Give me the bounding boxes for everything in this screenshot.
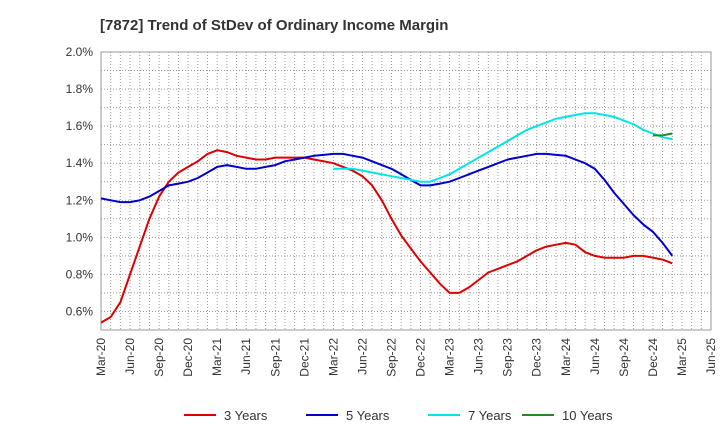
x-tick-label: Mar-25 [675, 338, 689, 376]
y-axis: 0.6% 0.8% 1.0% 1.2% 1.4% 1.6% 1.8% 2.0% [66, 45, 94, 318]
series-lines [100, 112, 674, 324]
series-line [652, 132, 673, 137]
x-tick-label: Mar-22 [326, 338, 340, 376]
x-tick-label: Dec-24 [646, 338, 660, 377]
x-tick-label: Sep-20 [152, 338, 166, 377]
y-tick-label: 1.2% [66, 193, 94, 207]
x-tick-label: Sep-24 [617, 338, 631, 377]
x-tick-label: Jun-24 [588, 338, 602, 375]
x-tick-label: Jun-20 [123, 338, 137, 375]
x-tick-label: Sep-22 [384, 338, 398, 377]
x-tick-label: Jun-22 [355, 338, 369, 375]
x-tick-label: Mar-23 [443, 338, 457, 376]
series-line [100, 149, 673, 324]
x-tick-label: Dec-21 [297, 338, 311, 377]
x-tick-label: Dec-23 [530, 338, 544, 377]
y-tick-label: 1.4% [66, 156, 94, 170]
y-tick-label: 2.0% [66, 45, 94, 59]
y-tick-label: 1.6% [66, 119, 94, 133]
series-line [100, 152, 674, 257]
y-tick-label: 0.8% [66, 267, 94, 281]
x-tick-label: Mar-21 [210, 338, 224, 376]
x-tick-label: Sep-23 [501, 338, 515, 377]
legend-label: 7 Years [468, 408, 512, 423]
legend-label: 10 Years [562, 408, 613, 423]
legend-label: 5 Years [346, 408, 390, 423]
x-tick-label: Jun-21 [239, 338, 253, 375]
legend-label: 3 Years [224, 408, 268, 423]
x-tick-label: Dec-22 [414, 338, 428, 377]
x-tick-label: Jun-25 [704, 338, 718, 375]
x-tick-label: Jun-23 [472, 338, 486, 375]
x-axis: Mar-20 Jun-20 Sep-20 Dec-20 Mar-21 Jun-21 Sep-… [94, 338, 718, 377]
y-tick-label: 1.0% [66, 230, 94, 244]
x-tick-label: Mar-20 [94, 338, 108, 376]
series-line [333, 112, 673, 183]
plot-area [100, 51, 712, 331]
y-tick-label: 1.8% [66, 82, 94, 96]
legend: 3 Years 5 Years 7 Years 10 Years [184, 408, 613, 423]
x-tick-label: Mar-24 [559, 338, 573, 376]
x-tick-label: Sep-21 [268, 338, 282, 377]
y-tick-label: 0.6% [66, 304, 94, 318]
x-tick-label: Dec-20 [181, 338, 195, 377]
chart-title: [7872] Trend of StDev of Ordinary Income… [100, 17, 448, 34]
grid-lines [101, 52, 711, 330]
